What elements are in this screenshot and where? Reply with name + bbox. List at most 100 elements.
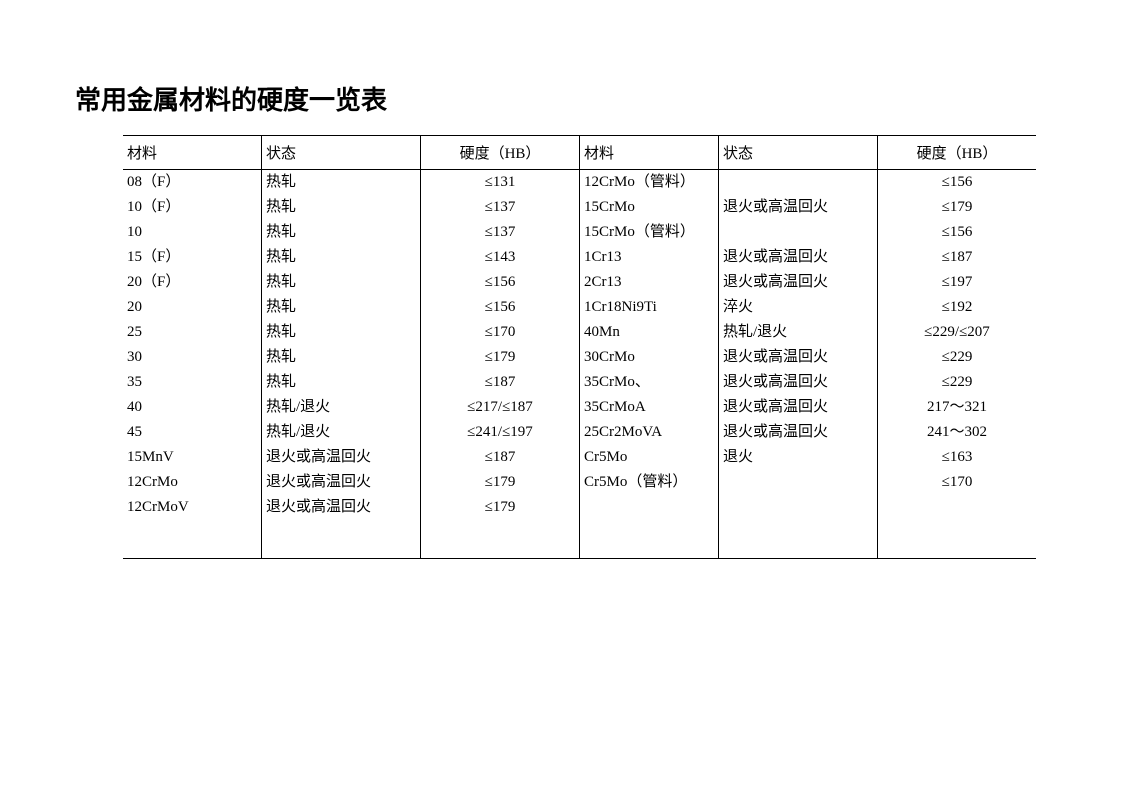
table-cell: ≤241/≤197 bbox=[421, 420, 580, 445]
table-cell: 30 bbox=[123, 345, 262, 370]
table-cell: 15（F） bbox=[123, 245, 262, 270]
table-cell: ≤192 bbox=[878, 295, 1037, 320]
table-row: 20热轧≤1561Cr18Ni9Ti淬火≤192 bbox=[123, 295, 1036, 320]
table-row: 25热轧≤17040Mn热轧/退火≤229/≤207 bbox=[123, 320, 1036, 345]
table-row: 10热轧≤13715CrMo（管料） ≤156 bbox=[123, 220, 1036, 245]
table-cell: 45 bbox=[123, 420, 262, 445]
table-cell: 退火或高温回火 bbox=[719, 370, 878, 395]
table-cell: 热轧 bbox=[262, 245, 421, 270]
table-cell: 退火或高温回火 bbox=[719, 395, 878, 420]
table-cell bbox=[719, 470, 878, 495]
table-cell: 热轧 bbox=[262, 370, 421, 395]
table-cell: ≤179 bbox=[421, 495, 580, 559]
table-cell: Cr5Mo（管料） bbox=[580, 470, 719, 495]
table-cell bbox=[719, 220, 878, 245]
table-cell: 12CrMo（管料） bbox=[580, 170, 719, 196]
table-cell: 热轧 bbox=[262, 220, 421, 245]
table-cell: 30CrMo bbox=[580, 345, 719, 370]
table-cell: 热轧/退火 bbox=[262, 395, 421, 420]
table-cell: ≤179 bbox=[878, 195, 1037, 220]
table-cell: 20（F） bbox=[123, 270, 262, 295]
table-cell: 退火或高温回火 bbox=[262, 495, 421, 559]
table-cell: ≤229 bbox=[878, 370, 1037, 395]
table-cell: ≤217/≤187 bbox=[421, 395, 580, 420]
table-cell: 15CrMo（管料） bbox=[580, 220, 719, 245]
table-cell: 退火或高温回火 bbox=[719, 270, 878, 295]
table-row: 40热轧/退火≤217/≤18735CrMoA退火或高温回火217～321 bbox=[123, 395, 1036, 420]
table-row: 12CrMoV退火或高温回火≤179 bbox=[123, 495, 1036, 559]
table-row: 12CrMo退火或高温回火≤179Cr5Mo（管料） ≤170 bbox=[123, 470, 1036, 495]
col-state-2: 状态 bbox=[719, 136, 878, 170]
table-cell: ≤137 bbox=[421, 195, 580, 220]
table-cell: 241～302 bbox=[878, 420, 1037, 445]
table-cell: 08（F） bbox=[123, 170, 262, 196]
table-cell: ≤170 bbox=[878, 470, 1037, 495]
table-cell: 12CrMo bbox=[123, 470, 262, 495]
table-row: 45热轧/退火≤241/≤19725Cr2MoVA退火或高温回火241～302 bbox=[123, 420, 1036, 445]
table-cell: ≤137 bbox=[421, 220, 580, 245]
table-cell: 热轧 bbox=[262, 195, 421, 220]
table-row: 20（F）热轧≤1562Cr13退火或高温回火≤197 bbox=[123, 270, 1036, 295]
table-cell bbox=[580, 495, 719, 559]
table-cell: 25 bbox=[123, 320, 262, 345]
table-cell: ≤179 bbox=[421, 470, 580, 495]
table-cell: ≤156 bbox=[878, 220, 1037, 245]
table-cell: 热轧 bbox=[262, 170, 421, 196]
table-cell: 热轧 bbox=[262, 345, 421, 370]
table-cell: 退火或高温回火 bbox=[262, 470, 421, 495]
table-cell: 退火或高温回火 bbox=[719, 245, 878, 270]
table-cell: 10（F） bbox=[123, 195, 262, 220]
col-hardness-1: 硬度（HB） bbox=[421, 136, 580, 170]
col-material-2: 材料 bbox=[580, 136, 719, 170]
table-cell: ≤156 bbox=[878, 170, 1037, 196]
table-cell: ≤156 bbox=[421, 295, 580, 320]
table-cell: 热轧/退火 bbox=[719, 320, 878, 345]
table-cell bbox=[719, 495, 878, 559]
table-cell: ≤187 bbox=[421, 445, 580, 470]
table-cell: 217～321 bbox=[878, 395, 1037, 420]
hardness-table: 材料 状态 硬度（HB） 材料 状态 硬度（HB） 08（F）热轧≤13112C… bbox=[123, 135, 1036, 559]
table-cell: ≤163 bbox=[878, 445, 1037, 470]
table-cell: 35CrMoA bbox=[580, 395, 719, 420]
table-cell: 退火 bbox=[719, 445, 878, 470]
table-cell: ≤143 bbox=[421, 245, 580, 270]
table-cell: 35CrMo、 bbox=[580, 370, 719, 395]
table-cell: 20 bbox=[123, 295, 262, 320]
col-state-1: 状态 bbox=[262, 136, 421, 170]
table-cell: 退火或高温回火 bbox=[262, 445, 421, 470]
table-row: 08（F）热轧≤13112CrMo（管料） ≤156 bbox=[123, 170, 1036, 196]
table-cell: 35 bbox=[123, 370, 262, 395]
table-cell: ≤229 bbox=[878, 345, 1037, 370]
table-cell: ≤187 bbox=[878, 245, 1037, 270]
table-cell: 退火或高温回火 bbox=[719, 345, 878, 370]
table-cell: 淬火 bbox=[719, 295, 878, 320]
table-cell bbox=[719, 170, 878, 196]
page-title: 常用金属材料的硬度一览表 bbox=[75, 80, 1047, 117]
table-cell: 2Cr13 bbox=[580, 270, 719, 295]
table-cell: 10 bbox=[123, 220, 262, 245]
table-row: 30热轧≤17930CrMo退火或高温回火≤229 bbox=[123, 345, 1036, 370]
table-cell: Cr5Mo bbox=[580, 445, 719, 470]
table-cell: ≤131 bbox=[421, 170, 580, 196]
table-cell: 1Cr13 bbox=[580, 245, 719, 270]
table-row: 15（F）热轧≤1431Cr13退火或高温回火≤187 bbox=[123, 245, 1036, 270]
table-cell: ≤197 bbox=[878, 270, 1037, 295]
table-cell: ≤179 bbox=[421, 345, 580, 370]
table-cell: 退火或高温回火 bbox=[719, 420, 878, 445]
table-row: 15MnV退火或高温回火≤187Cr5Mo退火≤163 bbox=[123, 445, 1036, 470]
table-cell: ≤170 bbox=[421, 320, 580, 345]
table-cell: 25Cr2MoVA bbox=[580, 420, 719, 445]
table-cell: 热轧 bbox=[262, 295, 421, 320]
table-cell: 40Mn bbox=[580, 320, 719, 345]
table-cell: 热轧 bbox=[262, 320, 421, 345]
table-row: 35热轧≤18735CrMo、退火或高温回火≤229 bbox=[123, 370, 1036, 395]
table-cell: ≤156 bbox=[421, 270, 580, 295]
table-cell: 1Cr18Ni9Ti bbox=[580, 295, 719, 320]
table-cell: ≤187 bbox=[421, 370, 580, 395]
table-cell: 热轧 bbox=[262, 270, 421, 295]
table-cell: 15CrMo bbox=[580, 195, 719, 220]
table-cell: ≤229/≤207 bbox=[878, 320, 1037, 345]
col-material-1: 材料 bbox=[123, 136, 262, 170]
table-cell: 热轧/退火 bbox=[262, 420, 421, 445]
col-hardness-2: 硬度（HB） bbox=[878, 136, 1037, 170]
